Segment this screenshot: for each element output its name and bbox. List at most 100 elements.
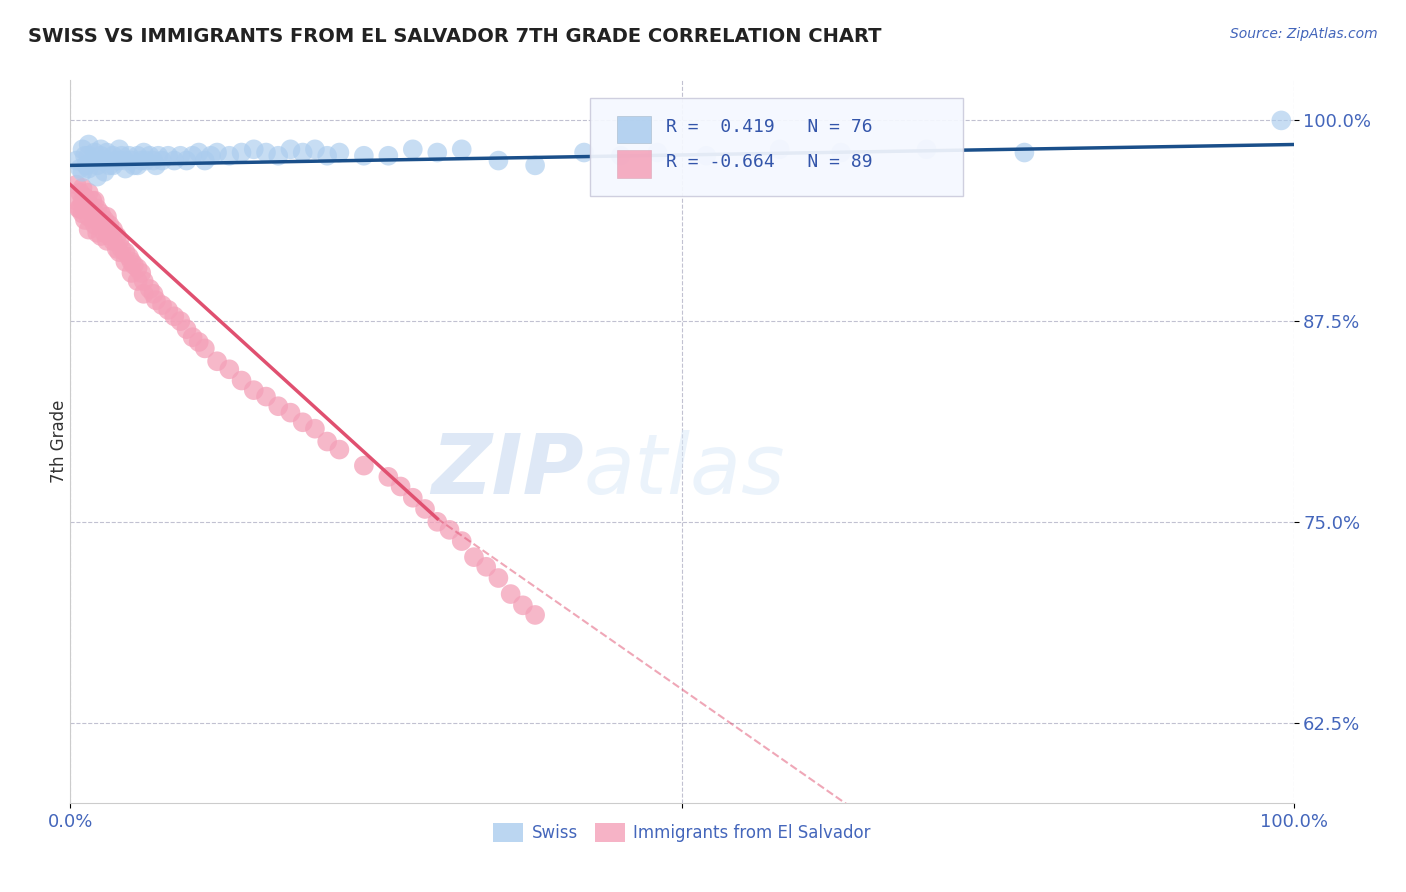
Point	[304, 142, 326, 156]
Point	[129, 153, 152, 168]
Point	[98, 229, 121, 244]
Point	[86, 226, 108, 240]
Bar	[617, 151, 651, 178]
Point	[267, 399, 290, 413]
Text: R =  0.419   N = 76: R = 0.419 N = 76	[666, 119, 873, 136]
Point	[86, 169, 108, 184]
Point	[218, 362, 240, 376]
Point	[132, 286, 155, 301]
Point	[96, 234, 118, 248]
Point	[1270, 113, 1292, 128]
Point	[129, 266, 152, 280]
Point	[267, 149, 290, 163]
Point	[111, 242, 134, 256]
Point	[83, 206, 105, 220]
Point	[75, 197, 97, 211]
Point	[77, 137, 100, 152]
Point	[135, 153, 157, 168]
Point	[72, 181, 94, 195]
Point	[163, 153, 186, 168]
Point	[377, 149, 399, 163]
Point	[157, 302, 180, 317]
Point	[450, 534, 472, 549]
Point	[72, 165, 94, 179]
Point	[150, 298, 173, 312]
Point	[254, 145, 277, 160]
Point	[377, 470, 399, 484]
Point	[111, 149, 134, 163]
Point	[231, 374, 253, 388]
Point	[80, 202, 103, 216]
Point	[86, 202, 108, 216]
Text: atlas: atlas	[583, 430, 786, 511]
Point	[118, 149, 141, 163]
Point	[75, 158, 97, 172]
Legend: Swiss, Immigrants from El Salvador: Swiss, Immigrants from El Salvador	[486, 816, 877, 848]
Point	[512, 599, 534, 613]
Point	[93, 165, 115, 179]
Point	[127, 261, 149, 276]
Point	[72, 206, 94, 220]
Point	[402, 142, 425, 156]
Point	[65, 178, 87, 192]
Point	[77, 161, 100, 176]
Point	[98, 218, 121, 232]
Point	[122, 258, 145, 272]
Point	[127, 149, 149, 163]
Point	[73, 149, 96, 163]
Point	[610, 149, 633, 163]
Point	[524, 158, 547, 172]
Point	[475, 559, 498, 574]
Point	[96, 210, 118, 224]
Point	[121, 153, 143, 168]
Point	[176, 322, 198, 336]
Point	[328, 442, 350, 457]
Point	[93, 213, 115, 227]
Point	[96, 222, 118, 236]
Point	[69, 202, 91, 216]
Point	[127, 158, 149, 172]
Text: R = -0.664   N = 89: R = -0.664 N = 89	[666, 153, 873, 171]
Point	[93, 226, 115, 240]
Point	[439, 523, 461, 537]
Point	[82, 153, 104, 168]
Point	[157, 149, 180, 163]
Point	[488, 571, 510, 585]
Point	[163, 310, 186, 324]
Point	[316, 149, 339, 163]
Point	[280, 142, 302, 156]
Point	[72, 194, 94, 208]
Point	[194, 153, 217, 168]
Text: Source: ZipAtlas.com: Source: ZipAtlas.com	[1230, 27, 1378, 41]
Point	[108, 153, 131, 168]
Point	[915, 142, 938, 156]
Point	[72, 142, 94, 156]
Point	[169, 314, 191, 328]
Point	[83, 218, 105, 232]
Point	[121, 266, 143, 280]
Point	[86, 213, 108, 227]
Point	[218, 149, 240, 163]
Point	[118, 250, 141, 264]
Point	[67, 202, 90, 216]
Point	[82, 194, 104, 208]
Point	[205, 145, 228, 160]
Point	[194, 342, 217, 356]
Y-axis label: 7th Grade: 7th Grade	[51, 400, 67, 483]
Point	[65, 153, 87, 168]
Point	[73, 202, 96, 216]
Point	[101, 158, 124, 172]
Point	[488, 153, 510, 168]
Point	[187, 334, 209, 349]
Point	[142, 286, 165, 301]
Point	[83, 194, 105, 208]
Point	[769, 142, 792, 156]
Point	[572, 145, 595, 160]
Point	[463, 550, 485, 565]
Point	[187, 145, 209, 160]
Point	[83, 145, 105, 160]
Point	[108, 142, 131, 156]
Point	[291, 415, 314, 429]
Point	[499, 587, 522, 601]
Point	[101, 222, 124, 236]
